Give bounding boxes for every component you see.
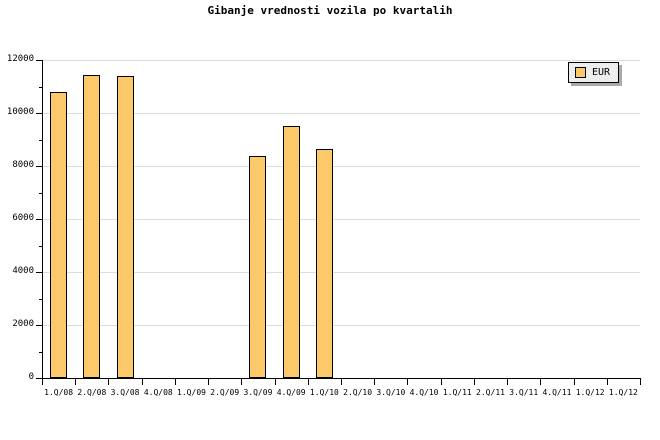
x-axis-tick (175, 379, 176, 385)
x-axis-tick (75, 379, 76, 385)
bar[interactable] (50, 92, 68, 378)
y-axis-tick-label: 0 (28, 372, 34, 382)
x-axis-tick-label: 3.Q/11 (509, 388, 539, 397)
y-axis-tick (36, 325, 43, 326)
x-axis-tick (308, 379, 309, 385)
x-axis-tick-label: 2.Q/11 (476, 388, 505, 397)
y-axis-minor-tick (39, 86, 43, 88)
y-axis-tick-label: 10000 (6, 107, 34, 117)
chart-legend[interactable]: EUR (568, 62, 620, 83)
x-axis-tick (474, 379, 475, 385)
x-axis-tick-label: 3.Q/10 (376, 388, 406, 397)
x-axis-tick-label: 1.Q/12 (608, 388, 638, 397)
x-axis-tick (374, 379, 375, 385)
bar[interactable] (83, 74, 101, 378)
x-axis-tick-label: 4.Q/09 (276, 388, 306, 397)
y-axis-minor-tick (39, 192, 43, 194)
legend-swatch-eur-icon (575, 67, 586, 78)
x-axis-tick (208, 379, 209, 385)
y-axis-tick-label: 4000 (12, 266, 34, 276)
x-axis-tick (142, 379, 143, 385)
chart-title: Gibanje vrednosti vozila po kvartalih (207, 4, 453, 17)
gridline (42, 113, 640, 114)
bar[interactable] (116, 76, 134, 378)
y-axis-minor-tick (39, 351, 43, 353)
gridline (42, 166, 640, 167)
y-axis-tick-label: 2000 (12, 319, 34, 329)
x-axis-tick (574, 379, 575, 385)
y-axis-tick (36, 113, 43, 114)
x-axis-tick-label: 2.Q/09 (210, 388, 240, 397)
x-axis-tick-label: 1.Q/08 (44, 388, 74, 397)
x-axis-tick-label: 1.Q/11 (442, 388, 472, 397)
gridline (42, 325, 640, 326)
y-axis-tick (36, 166, 43, 167)
x-axis-tick-label: 2.Q/08 (77, 388, 107, 397)
gridline (42, 219, 640, 220)
x-axis-tick (42, 379, 43, 385)
bar[interactable] (315, 148, 333, 378)
bar[interactable] (249, 155, 267, 378)
x-axis-tick-label: 1.Q/10 (309, 388, 339, 397)
x-axis-tick (507, 379, 508, 385)
x-axis-tick-label: 1.Q/12 (575, 388, 605, 397)
bar[interactable] (282, 126, 300, 378)
y-axis-minor-tick (39, 139, 43, 141)
x-axis-tick (640, 379, 641, 385)
y-axis-tick (36, 272, 43, 273)
x-axis-tick-label: 2.Q/10 (343, 388, 373, 397)
x-axis-tick (407, 379, 408, 385)
x-axis-tick-label: 4.Q/11 (542, 388, 572, 397)
y-axis-tick (36, 60, 43, 61)
y-axis-minor-tick (39, 245, 43, 247)
legend-label-eur: EUR (592, 66, 611, 78)
x-axis-tick (540, 379, 541, 385)
gridline (42, 60, 640, 61)
plot-area (42, 60, 640, 378)
y-axis-labels: 0 2000 4000 6000 8000 10000 12000 (0, 0, 34, 440)
x-axis-tick-label: 4.Q/08 (143, 388, 173, 397)
y-axis-tick-label: 12000 (6, 54, 34, 64)
y-axis-tick-label: 6000 (12, 213, 34, 223)
y-axis-tick (36, 219, 43, 220)
gridline (42, 272, 640, 273)
x-axis-tick-label: 1.Q/09 (177, 388, 206, 397)
x-axis-tick (341, 379, 342, 385)
y-axis-tick-label: 8000 (12, 160, 34, 170)
x-axis-line (42, 378, 641, 379)
y-axis-tick (36, 378, 43, 379)
x-axis-tick (241, 379, 242, 385)
x-axis-tick (108, 379, 109, 385)
x-axis-tick (607, 379, 608, 385)
y-axis-minor-tick (39, 298, 43, 300)
x-axis-tick-label: 4.Q/10 (409, 388, 439, 397)
x-axis-tick (275, 379, 276, 385)
x-axis-tick (441, 379, 442, 385)
x-axis-tick-label: 3.Q/09 (243, 388, 273, 397)
x-axis-tick-label: 3.Q/08 (110, 388, 140, 397)
